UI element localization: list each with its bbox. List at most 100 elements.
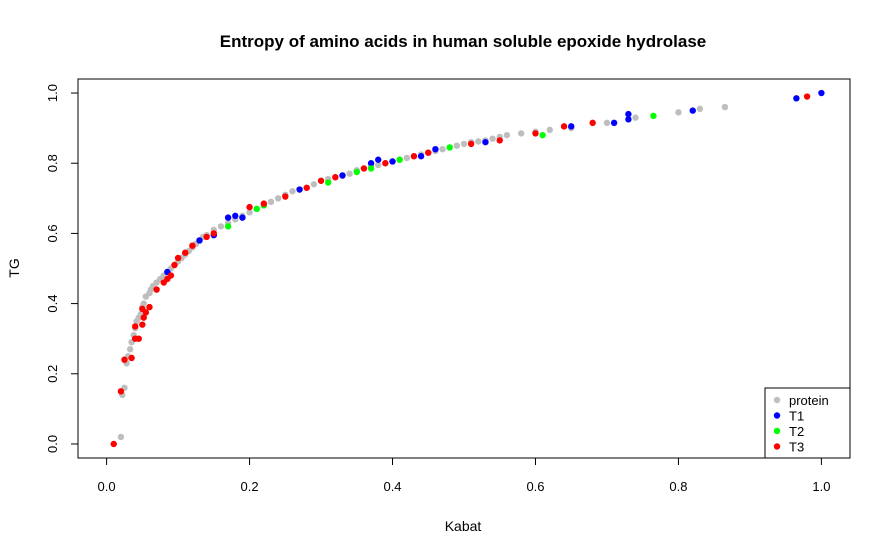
data-point — [196, 237, 203, 244]
y-tick-label: 0.0 — [45, 435, 60, 453]
data-point — [110, 440, 117, 448]
data-point — [389, 158, 396, 165]
data-point — [560, 123, 568, 130]
legend-label: T3 — [789, 440, 804, 455]
y-tick-label: 0.4 — [45, 295, 60, 313]
data-point — [403, 154, 411, 162]
data-point — [360, 165, 368, 172]
data-point — [246, 203, 253, 211]
data-point — [475, 138, 482, 145]
y-tick-label: 0.6 — [45, 224, 60, 242]
data-point — [503, 131, 511, 139]
y-tick-label: 0.8 — [45, 154, 60, 172]
x-axis-title: Kabat — [445, 518, 482, 534]
legend-marker — [773, 412, 781, 419]
data-point — [453, 142, 461, 149]
legend-label: T2 — [789, 424, 804, 439]
data-point — [460, 140, 468, 148]
data-point — [140, 300, 147, 307]
data-point — [353, 168, 360, 176]
y-axis: 0.0 0.2 0.4 0.6 0.8 1.0 — [45, 84, 79, 453]
x-tick-label: 0.4 — [383, 479, 401, 494]
data-point — [625, 116, 632, 123]
data-point — [131, 323, 139, 330]
x-tick-label: 0.8 — [669, 479, 687, 494]
legend-label: protein — [789, 393, 829, 408]
y-tick-label: 0.2 — [45, 365, 60, 383]
data-point — [603, 119, 611, 127]
data-point — [446, 144, 453, 151]
data-point — [818, 89, 825, 97]
data-points — [110, 89, 825, 448]
data-point — [410, 153, 418, 160]
data-point — [650, 112, 657, 120]
data-point — [140, 314, 147, 321]
data-point — [253, 205, 260, 213]
data-point — [417, 153, 425, 160]
data-point — [239, 214, 246, 221]
data-point — [675, 109, 682, 116]
data-point — [224, 223, 232, 230]
data-point — [803, 93, 811, 100]
data-point — [375, 156, 382, 163]
data-point — [367, 165, 375, 172]
data-point — [793, 95, 800, 102]
data-point — [546, 126, 553, 134]
data-point — [467, 140, 475, 148]
y-tick-label: 1.0 — [45, 84, 60, 102]
series-t3 — [110, 93, 811, 448]
data-point — [121, 356, 128, 363]
data-point — [367, 160, 375, 167]
data-point — [632, 114, 639, 121]
data-point — [589, 119, 596, 127]
data-point — [310, 181, 318, 188]
data-point — [139, 321, 146, 328]
data-point — [317, 177, 325, 184]
data-point — [496, 137, 503, 144]
chart-title: Entropy of amino acids in human soluble … — [220, 32, 706, 51]
data-point — [274, 195, 282, 202]
data-point — [303, 184, 310, 191]
legend-marker — [773, 427, 781, 435]
data-point — [296, 186, 303, 193]
series-t2 — [224, 112, 657, 230]
data-point — [246, 209, 253, 216]
data-point — [289, 188, 296, 195]
data-point — [721, 103, 729, 111]
data-point — [139, 305, 146, 313]
data-point — [517, 130, 525, 137]
data-point — [396, 156, 403, 163]
data-point — [625, 110, 632, 118]
x-tick-label: 0.0 — [98, 479, 116, 494]
data-point — [171, 261, 178, 269]
data-point — [532, 130, 539, 137]
legend-label: T1 — [789, 409, 804, 424]
legend-marker — [773, 396, 781, 404]
data-point — [282, 193, 289, 200]
data-point — [382, 160, 389, 167]
series-t1 — [164, 89, 825, 276]
data-point — [260, 200, 268, 207]
data-point — [182, 249, 189, 256]
data-point — [439, 145, 446, 153]
y-axis-title: TG — [6, 258, 22, 277]
x-tick-label: 0.6 — [526, 479, 544, 494]
data-point — [610, 119, 618, 127]
plot-frame — [77, 78, 851, 459]
data-point — [539, 131, 546, 139]
data-point — [174, 254, 182, 262]
data-point — [189, 242, 196, 249]
data-point — [217, 223, 225, 230]
data-point — [224, 214, 232, 221]
data-point — [117, 433, 125, 441]
data-point — [324, 179, 332, 186]
data-point — [117, 388, 125, 395]
data-point — [375, 161, 382, 169]
data-point — [153, 286, 160, 293]
legend-marker — [773, 443, 781, 450]
data-point — [489, 135, 496, 142]
x-tick-label: 0.2 — [241, 479, 259, 494]
x-tick-label: 1.0 — [812, 479, 830, 494]
